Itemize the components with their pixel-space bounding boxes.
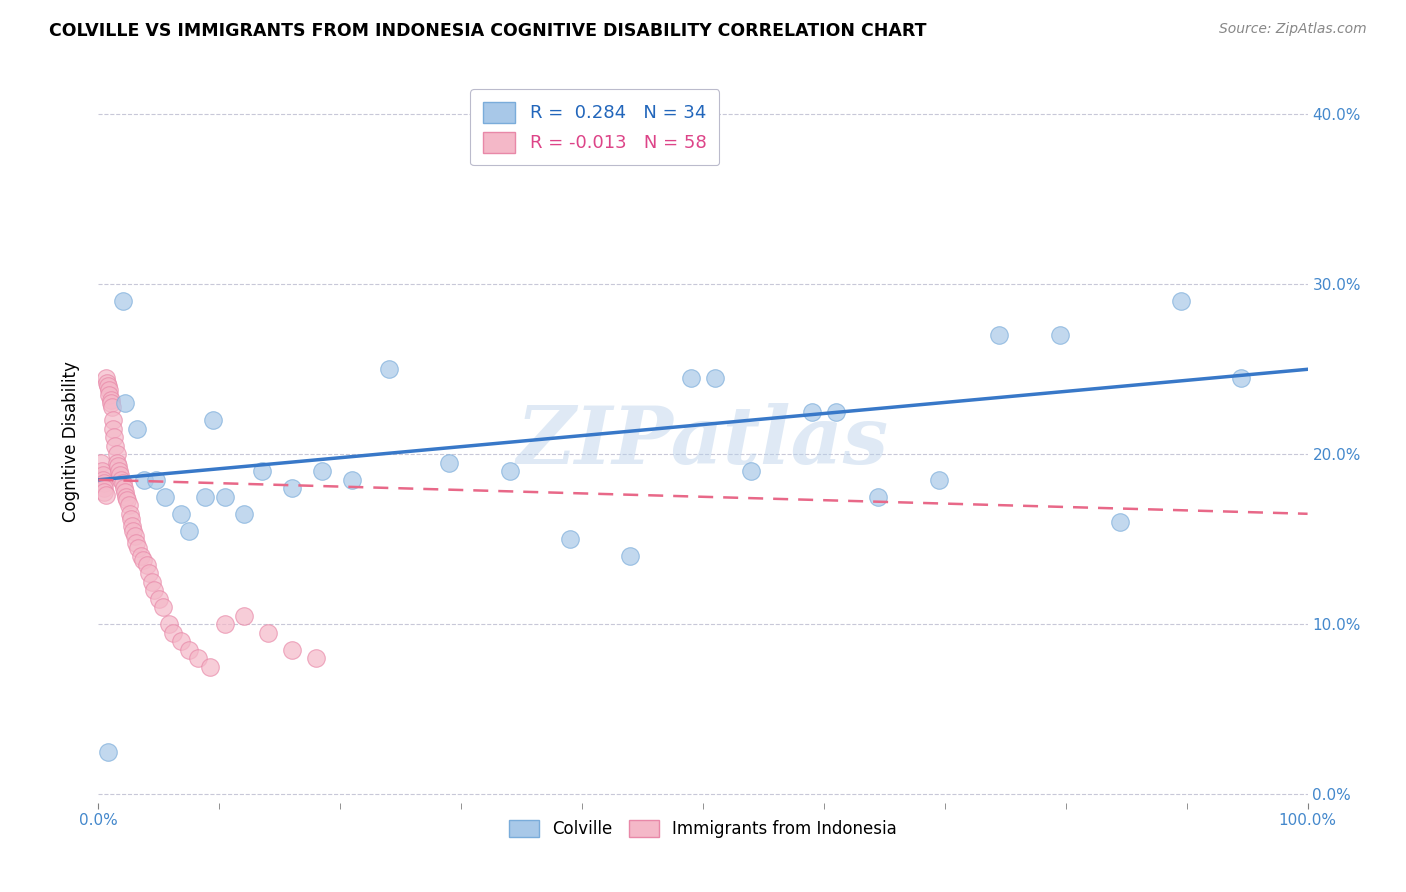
Point (281, 481, 304, 495)
Point (115, 490, 138, 504)
Point (108, 464, 131, 478)
Point (498, 464, 520, 478)
Point (800, 405, 823, 419)
Point (148, 591, 170, 606)
Point (91, 464, 114, 478)
Point (121, 518, 143, 533)
Point (135, 558, 157, 572)
Point (1109, 516, 1132, 530)
Point (169, 507, 191, 521)
Point (928, 473, 950, 487)
Point (214, 617, 236, 632)
Point (143, 583, 166, 598)
Point (250, 464, 273, 478)
Point (132, 552, 155, 566)
Point (97, 745, 120, 759)
Point (1170, 294, 1192, 309)
Point (232, 608, 254, 623)
Point (153, 490, 176, 504)
Point (110, 473, 132, 487)
Y-axis label: Cognitive Disability: Cognitive Disability (62, 361, 80, 522)
Point (93, 484, 115, 499)
Point (100, 392, 122, 407)
Point (704, 371, 727, 385)
Point (179, 524, 201, 538)
Point (1230, 371, 1253, 385)
Point (558, 533, 581, 547)
Point (157, 617, 180, 632)
Point (825, 405, 848, 419)
Point (118, 498, 141, 512)
Point (437, 456, 460, 470)
Point (125, 535, 148, 549)
Point (305, 651, 328, 665)
Point (118, 507, 141, 521)
Point (105, 447, 128, 461)
Point (104, 439, 127, 453)
Point (214, 490, 236, 504)
Point (232, 507, 254, 521)
Point (377, 362, 399, 376)
Point (134, 473, 156, 487)
Point (740, 464, 762, 478)
Point (114, 484, 136, 499)
Point (679, 371, 702, 385)
Point (202, 413, 225, 427)
Point (93, 481, 115, 495)
Point (129, 549, 152, 564)
Point (152, 600, 174, 615)
Point (105, 456, 128, 470)
Point (194, 490, 217, 504)
Point (96, 376, 118, 390)
Point (91, 473, 114, 487)
Point (281, 642, 304, 657)
Point (868, 490, 890, 504)
Point (101, 422, 124, 436)
Point (94, 488, 117, 502)
Point (90, 456, 112, 470)
Point (141, 574, 163, 589)
Point (138, 566, 160, 581)
Point (169, 634, 191, 648)
Point (108, 467, 131, 482)
Text: Source: ZipAtlas.com: Source: ZipAtlas.com (1219, 22, 1367, 37)
Legend: Colville, Immigrants from Indonesia: Colville, Immigrants from Indonesia (502, 814, 904, 845)
Point (988, 328, 1011, 343)
Point (107, 459, 129, 474)
Point (311, 464, 333, 478)
Point (619, 549, 641, 564)
Point (97, 379, 120, 393)
Point (198, 660, 221, 674)
Point (101, 413, 124, 427)
Point (103, 430, 125, 444)
Point (117, 493, 139, 508)
Point (120, 512, 142, 526)
Point (94, 371, 117, 385)
Point (127, 422, 149, 436)
Point (256, 625, 278, 640)
Point (112, 481, 135, 495)
Point (100, 396, 122, 410)
Point (111, 294, 134, 309)
Point (124, 529, 146, 543)
Point (98, 383, 121, 397)
Point (98, 388, 121, 402)
Point (100, 400, 122, 414)
Point (145, 473, 167, 487)
Point (1049, 328, 1071, 343)
Text: ZIPatlas: ZIPatlas (517, 403, 889, 480)
Point (111, 476, 134, 491)
Point (91, 467, 114, 482)
Point (114, 396, 136, 410)
Text: COLVILLE VS IMMIGRANTS FROM INDONESIA COGNITIVE DISABILITY CORRELATION CHART: COLVILLE VS IMMIGRANTS FROM INDONESIA CO… (49, 22, 927, 40)
Point (179, 642, 201, 657)
Point (93, 476, 115, 491)
Point (162, 625, 184, 640)
Point (187, 651, 209, 665)
Point (127, 541, 149, 555)
Point (342, 473, 364, 487)
Point (122, 524, 145, 538)
